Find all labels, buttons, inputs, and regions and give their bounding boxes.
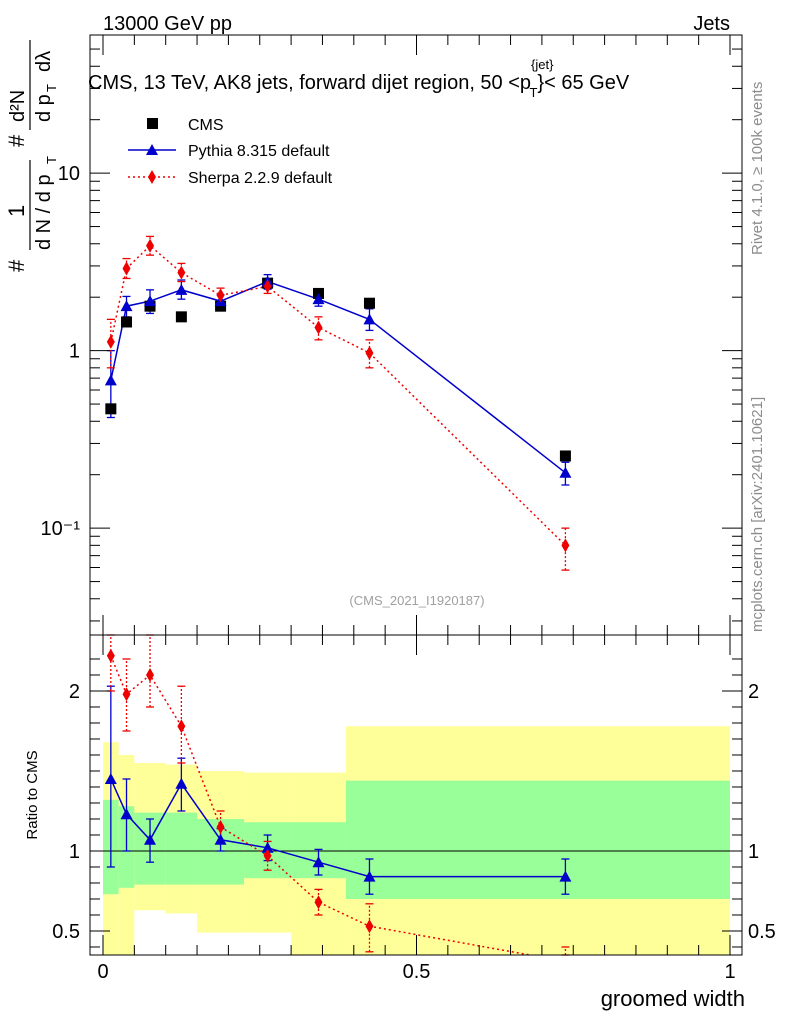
ratio-y-tick-label-right: 2	[748, 681, 759, 703]
y-label-one: 1	[4, 205, 29, 217]
ratio-point-diamond	[122, 687, 131, 702]
stat-band-bin	[165, 812, 198, 885]
data-markers	[104, 238, 572, 934]
legend-cms-label: CMS	[188, 117, 224, 134]
ratio-point-diamond	[106, 648, 115, 663]
legend-cms-marker	[147, 118, 158, 129]
ratio-point-diamond	[177, 719, 186, 734]
ratio-y-tick-label: 1	[69, 841, 80, 863]
main-point-triangle	[363, 313, 376, 325]
ratio-point-triangle	[261, 841, 274, 853]
plot-title-main: CMS, 13 TeV, AK8 jets, forward dijet reg…	[88, 72, 531, 94]
y-label-hash-2: #	[4, 134, 29, 147]
legend: CMS Pythia 8.315 default Sherpa 2.2.9 de…	[128, 117, 333, 187]
ratio-point-triangle	[144, 833, 157, 845]
main-point-square	[175, 311, 187, 323]
plot-title-end: }< 65 GeV	[537, 72, 629, 94]
main-point-square	[363, 297, 375, 309]
main-point-triangle	[104, 374, 117, 386]
main-point-diamond	[263, 279, 272, 294]
main-point-diamond	[365, 345, 374, 360]
legend-sherpa-label: Sherpa 2.2.9 default	[188, 170, 333, 187]
ratio-uncertainty-bands	[90, 726, 742, 955]
x-tick-label: 0	[97, 961, 108, 983]
y-label-hash-1: #	[4, 259, 29, 272]
main-point-diamond	[314, 320, 323, 335]
ratio-y-tick-label-right: 0.5	[748, 921, 776, 943]
x-axis-label: groomed width	[601, 986, 745, 1011]
main-y-tick-label: 10	[58, 163, 80, 185]
main-point-triangle	[559, 466, 572, 478]
ratio-panel-frame	[89, 634, 743, 956]
main-point-square	[559, 450, 571, 462]
analysis-id: (CMS_2021_I1920187)	[349, 593, 484, 608]
ratio-point-triangle	[120, 808, 133, 820]
legend-sherpa-marker	[148, 170, 156, 184]
main-point-square	[215, 300, 227, 312]
ratio-y-tick-label: 0.5	[52, 921, 80, 943]
y-label-dn-dpt: d N / d p	[33, 174, 55, 250]
x-tick-label: 0.5	[403, 961, 431, 983]
ratio-y-tick-label: 2	[69, 681, 80, 703]
ratio-y-tick-label-right: 1	[748, 841, 759, 863]
ratio-point-triangle	[559, 870, 572, 882]
y-label-sub-t: T	[44, 156, 59, 164]
main-point-triangle	[144, 295, 157, 307]
main-point-square	[121, 316, 133, 328]
ratio-point-diamond	[263, 848, 272, 863]
legend-pythia-label: Pythia 8.315 default	[188, 143, 330, 160]
main-point-diamond	[216, 288, 225, 303]
rivet-label: Rivet 4.1.0, ≥ 100k events	[749, 82, 766, 255]
main-point-square	[105, 403, 117, 415]
ratio-y-axis-label: Ratio to CMS	[24, 750, 41, 839]
main-point-diamond	[177, 265, 186, 280]
ratio-point-triangle	[363, 870, 376, 882]
main-point-square	[144, 300, 156, 312]
main-point-triangle	[175, 283, 188, 295]
energy-label: 13000 GeV pp	[103, 13, 232, 35]
main-point-triangle	[120, 300, 133, 312]
main-point-diamond	[122, 261, 131, 276]
main-series-line-2	[110, 244, 566, 546]
main-point-triangle	[312, 293, 325, 305]
legend-pythia-marker	[146, 144, 158, 155]
ratio-point-triangle	[312, 856, 325, 868]
y-label-d2n: d²N	[7, 90, 29, 122]
ratio-point-triangle	[214, 833, 227, 845]
mcplots-label: mcplots.cern.ch [arXiv:2401.10621]	[749, 397, 766, 632]
ratio-point-triangle	[104, 773, 117, 784]
main-y-axis-label: # 1 d N / d p T # d²N d p T dλ	[4, 40, 59, 272]
stat-band-bin	[345, 780, 730, 899]
ratio-point-diamond	[146, 668, 155, 682]
ratio-point-diamond	[216, 820, 225, 834]
plot-title: CMS, 13 TeV, AK8 jets, forward dijet reg…	[88, 57, 630, 100]
main-y-tick-label: 10⁻¹	[41, 518, 81, 540]
main-y-tick-label: 1	[69, 341, 80, 363]
ratio-point-diamond	[314, 895, 323, 910]
y-label-sub-t2: T	[44, 84, 59, 92]
main-series-line-1	[110, 280, 566, 474]
jets-label: Jets	[693, 13, 730, 35]
y-label-dlambda: dλ	[33, 51, 55, 72]
main-point-diamond	[146, 238, 155, 253]
ratio-point-diamond	[365, 919, 374, 934]
main-point-diamond	[106, 334, 115, 349]
y-label-dpt: d p	[33, 94, 55, 122]
x-tick-label: 1	[724, 961, 735, 983]
ratio-point-triangle	[175, 777, 188, 789]
plot-title-sub: T	[529, 85, 537, 100]
main-point-diamond	[561, 538, 570, 553]
plot-title-sup: {jet}	[531, 57, 554, 72]
